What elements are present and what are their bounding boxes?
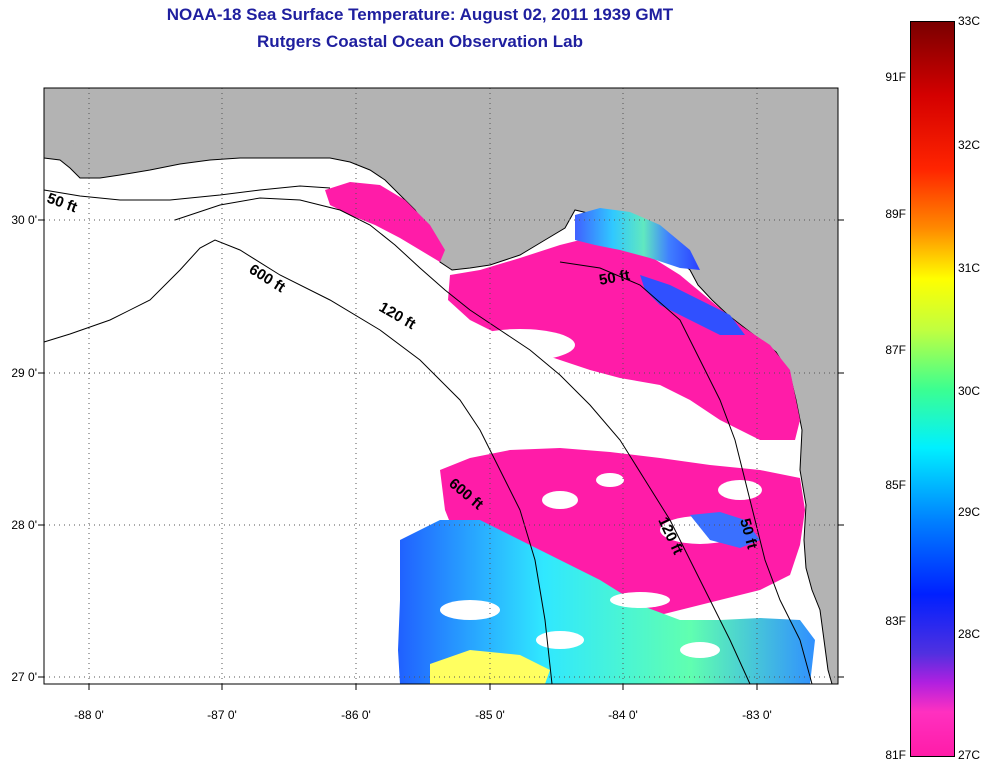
- sst-cool-regions: [398, 208, 815, 684]
- colorbar-fahrenheit-label: 91F: [885, 70, 906, 84]
- colorbar-fahrenheit-label: 81F: [885, 748, 906, 762]
- lon-label: -87 0': [207, 708, 237, 722]
- lat-label: 30 0': [11, 213, 37, 227]
- lat-label: 29 0': [11, 366, 37, 380]
- colorbar-celsius-label: 32C: [958, 138, 981, 152]
- colorbar-fahrenheit-label: 87F: [885, 343, 906, 357]
- land-area: [44, 88, 838, 684]
- coastline: [43, 157, 833, 685]
- frame-ticks: [38, 219, 844, 690]
- chart-title: NOAA-18 Sea Surface Temperature: August …: [166, 5, 674, 24]
- land-area: [72, 112, 100, 160]
- temperature-colorbar: [910, 21, 955, 757]
- cloud-cover: [465, 329, 762, 544]
- colorbar-fahrenheit-label: 85F: [885, 478, 906, 492]
- lon-label: -84 0': [608, 708, 638, 722]
- chart-subtitle: Rutgers Coastal Ocean Observation Lab: [257, 32, 583, 51]
- lon-label: -86 0': [341, 708, 371, 722]
- colorbar-fahrenheit-label: 89F: [885, 207, 906, 221]
- colorbar-celsius-label: 29C: [958, 505, 981, 519]
- colorbar-celsius-label: 33C: [958, 14, 981, 28]
- lat-label: 27 0': [11, 670, 37, 684]
- colorbar-celsius-label: 28C: [958, 627, 981, 641]
- isobath-contours: [43, 185, 813, 685]
- lon-label: -85 0': [475, 708, 505, 722]
- colorbar-celsius-label: 27C: [958, 748, 981, 762]
- lat-label: 28 0': [11, 518, 37, 532]
- colorbar-fahrenheit-label: 83F: [885, 614, 906, 628]
- lon-label: -88 0': [74, 708, 104, 722]
- colorbar-celsius-label: 31C: [958, 261, 981, 275]
- lon-label: -83 0': [742, 708, 772, 722]
- colorbar-celsius-label: 30C: [958, 384, 981, 398]
- cloud-cover: [440, 592, 720, 658]
